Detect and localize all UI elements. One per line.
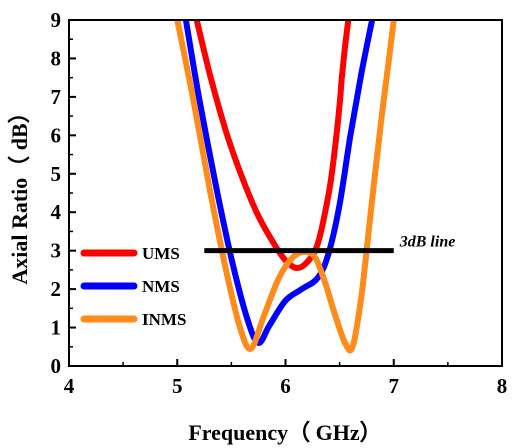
- x-tick-label: 5: [172, 374, 183, 398]
- x-tick-label: 8: [497, 374, 508, 398]
- y-tick-label: 0: [51, 354, 62, 378]
- y-tick-label: 4: [51, 200, 62, 224]
- y-tick-label: 7: [51, 85, 62, 109]
- y-tick-label: 2: [51, 277, 62, 301]
- legend-label-ums: UMS: [142, 244, 180, 263]
- series-line-inms: [174, 20, 397, 354]
- x-tick-label: 6: [280, 374, 291, 398]
- plot-area: [174, 20, 397, 354]
- y-tick-label: 5: [51, 162, 62, 186]
- y-tick-label: 9: [51, 8, 62, 32]
- legend-label-nms: NMS: [142, 277, 180, 296]
- y-tick-label: 8: [51, 46, 62, 70]
- plot-frame: [68, 19, 503, 367]
- ticks: 4 5 6 7 8 0 1 2 3 4 5 6 7 8 9: [51, 8, 508, 398]
- x-axis-title: Frequency（ GHz）: [188, 420, 381, 445]
- legend-label-inms: INMS: [142, 310, 186, 329]
- y-tick-label: 3: [51, 239, 62, 263]
- axes: [68, 19, 503, 367]
- series-line-ums: [193, 20, 352, 272]
- y-tick-label: 6: [51, 123, 62, 147]
- legend: UMS NMS INMS: [80, 244, 186, 329]
- y-tick-label: 1: [51, 316, 62, 340]
- y-axis-title: Axial Ratio（ dB）: [7, 101, 32, 284]
- x-tick-label: 7: [389, 374, 400, 398]
- series-line-nms: [182, 20, 376, 346]
- x-tick-label: 4: [64, 374, 75, 398]
- reference-line-label: 3dB line: [399, 234, 456, 251]
